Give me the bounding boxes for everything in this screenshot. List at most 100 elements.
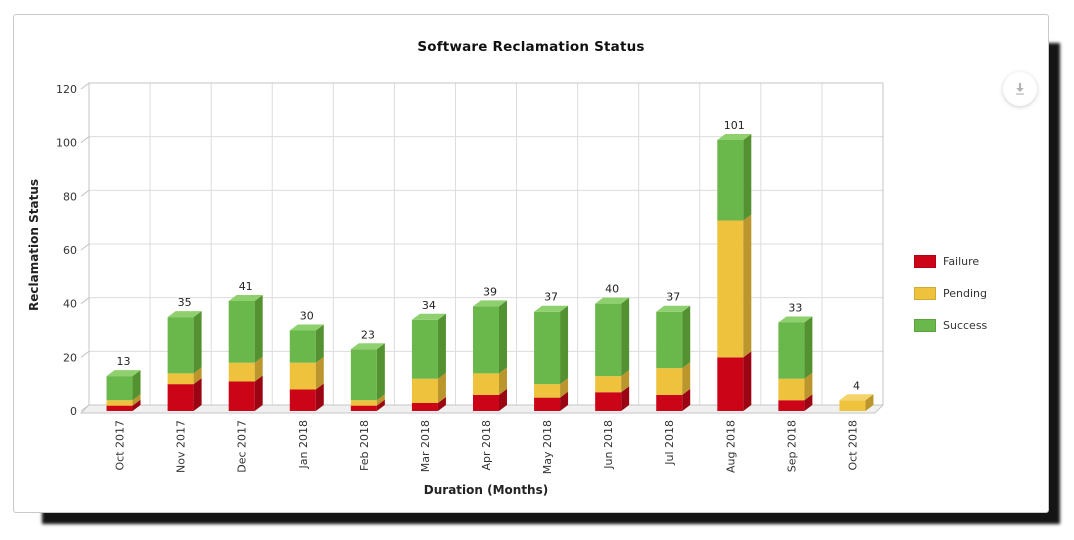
- bar-segment-top: [656, 305, 691, 312]
- bar-segment-success[interactable]: [106, 376, 133, 401]
- plot-border: [88, 82, 884, 405]
- bar-segment-success[interactable]: [289, 330, 316, 363]
- bar-segment-failure[interactable]: [411, 402, 438, 411]
- bar-segment-side: [376, 343, 385, 401]
- bar-segment-failure[interactable]: [350, 405, 377, 411]
- bar-segment-top: [167, 311, 202, 318]
- bar-value-label: 35: [178, 296, 192, 309]
- bar-segment-failure[interactable]: [106, 405, 133, 411]
- y-tick-label: 40: [63, 298, 77, 311]
- y-tick-label: 0: [70, 405, 77, 418]
- bar-segment-failure[interactable]: [717, 357, 744, 411]
- y-tick-label: 120: [56, 83, 77, 96]
- x-tick-label: Jan 2018: [297, 420, 310, 469]
- x-tick-label: Mar 2018: [419, 420, 432, 472]
- legend-item-pending[interactable]: Pending: [914, 287, 1042, 300]
- bar-value-label: 41: [239, 280, 253, 293]
- bar-segment-success[interactable]: [595, 303, 622, 377]
- bar-segment-pending[interactable]: [289, 362, 316, 390]
- y-tick: [80, 297, 90, 305]
- bar-segment-side: [682, 362, 691, 395]
- bar-segment-side: [437, 372, 446, 403]
- bar-segment-top: [350, 343, 385, 350]
- bar-segment-pending[interactable]: [473, 373, 499, 395]
- bar-segment-success[interactable]: [778, 322, 805, 379]
- y-tick-label: 80: [63, 190, 77, 203]
- bar-segment-failure[interactable]: [595, 392, 622, 411]
- bar-segment-pending[interactable]: [228, 362, 255, 382]
- y-tick: [80, 136, 90, 144]
- legend-item-success[interactable]: Success: [914, 319, 1042, 332]
- bar-segment-side: [499, 388, 507, 411]
- bar-segment-success[interactable]: [167, 317, 194, 374]
- bar-segment-success[interactable]: [473, 306, 499, 374]
- download-button[interactable]: [1003, 72, 1037, 106]
- x-tick-label: Oct 2018: [846, 420, 859, 471]
- bar-segment-side: [132, 394, 141, 406]
- x-axis-title: Duration (Months): [423, 483, 549, 497]
- bar-segment-success[interactable]: [656, 311, 683, 369]
- bar-segment-side: [743, 351, 752, 411]
- download-icon: [1016, 83, 1024, 95]
- bar-segment-top: [839, 394, 874, 401]
- bar-segment-top: [289, 324, 324, 331]
- bar-value-label: 37: [666, 291, 680, 304]
- bar-segment-pending[interactable]: [595, 376, 622, 393]
- x-tick-label: Jul 2018: [663, 420, 676, 466]
- bar-segment-failure[interactable]: [289, 389, 316, 411]
- bar-segment-pending[interactable]: [839, 400, 866, 411]
- bar-segment-success[interactable]: [411, 319, 438, 379]
- bar-segment-side: [193, 311, 202, 374]
- bar-segment-side: [193, 367, 202, 385]
- bar-segment-top: [778, 316, 813, 323]
- bar-segment-side: [254, 294, 263, 363]
- bar-segment-top: [534, 305, 569, 312]
- bar-segment-side: [621, 370, 630, 393]
- bar-value-label: 33: [788, 301, 802, 314]
- bar-value-label: 4: [853, 379, 860, 392]
- y-tick: [80, 189, 90, 197]
- legend: Failure Pending Success: [914, 255, 1042, 332]
- bar-segment-side: [560, 391, 569, 411]
- y-tick-label: 20: [63, 351, 77, 364]
- bar-segment-top: [106, 370, 141, 377]
- x-tick-label: Apr 2018: [480, 420, 493, 471]
- bar-segment-pending[interactable]: [350, 400, 377, 406]
- x-tick-label: Aug 2018: [724, 420, 737, 473]
- bar-segment-pending[interactable]: [411, 378, 438, 403]
- bar-segment-top: [595, 297, 630, 304]
- bar-segment-failure[interactable]: [534, 397, 561, 411]
- bar-segment-side: [621, 297, 630, 377]
- bar-segment-failure[interactable]: [473, 394, 499, 411]
- bar-segment-success[interactable]: [228, 300, 255, 363]
- bar-segment-pending[interactable]: [778, 378, 805, 401]
- bar-segment-failure[interactable]: [167, 384, 194, 411]
- bar-segment-side: [132, 370, 141, 401]
- bar-segment-side: [315, 356, 324, 390]
- bar-segment-success[interactable]: [717, 139, 744, 221]
- bar-value-label: 30: [300, 310, 314, 323]
- x-tick-label: Nov 2017: [175, 420, 188, 473]
- bar-segment-pending[interactable]: [167, 373, 194, 385]
- bar-segment-side: [682, 388, 691, 411]
- bar-segment-pending[interactable]: [656, 368, 683, 395]
- bar-segment-side: [254, 356, 263, 382]
- legend-item-failure[interactable]: Failure: [914, 255, 1042, 268]
- bar-value-label: 34: [422, 299, 436, 312]
- y-axis-title: Reclamation Status: [27, 178, 41, 312]
- bar-segment-failure[interactable]: [656, 394, 683, 411]
- bar-segment-pending[interactable]: [717, 220, 744, 358]
- x-tick-label: Feb 2018: [358, 420, 371, 471]
- bar-segment-failure[interactable]: [228, 381, 255, 411]
- bar-value-label: 40: [605, 283, 619, 296]
- bar-segment-failure[interactable]: [778, 400, 805, 411]
- bar-segment-success[interactable]: [350, 349, 377, 401]
- bar-segment-side: [437, 396, 446, 411]
- bar-value-label: 23: [361, 328, 375, 341]
- bar-segment-success[interactable]: [534, 311, 561, 385]
- legend-label: Success: [943, 319, 988, 332]
- y-tick-label: 100: [56, 137, 77, 150]
- bar-segment-pending[interactable]: [534, 384, 561, 398]
- chart-card: 0 20 40 60 80 100 120 13 Oct 2017 35 Nov 2017 41 Dec…: [13, 14, 1049, 513]
- bar-segment-pending[interactable]: [106, 400, 133, 406]
